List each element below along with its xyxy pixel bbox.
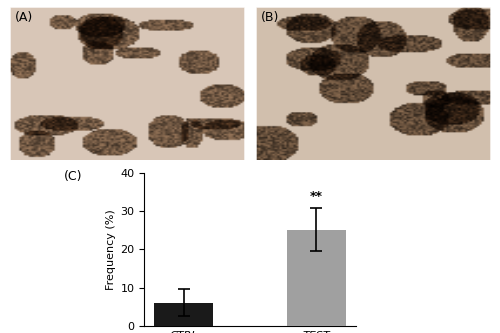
Bar (154, 302, 214, 326)
Text: (B): (B) (260, 11, 279, 24)
Y-axis label: Frequency (%): Frequency (%) (106, 209, 116, 290)
Text: **: ** (310, 189, 323, 202)
Text: (A): (A) (14, 11, 33, 24)
Bar (286, 229, 346, 326)
Text: (C): (C) (64, 169, 82, 182)
